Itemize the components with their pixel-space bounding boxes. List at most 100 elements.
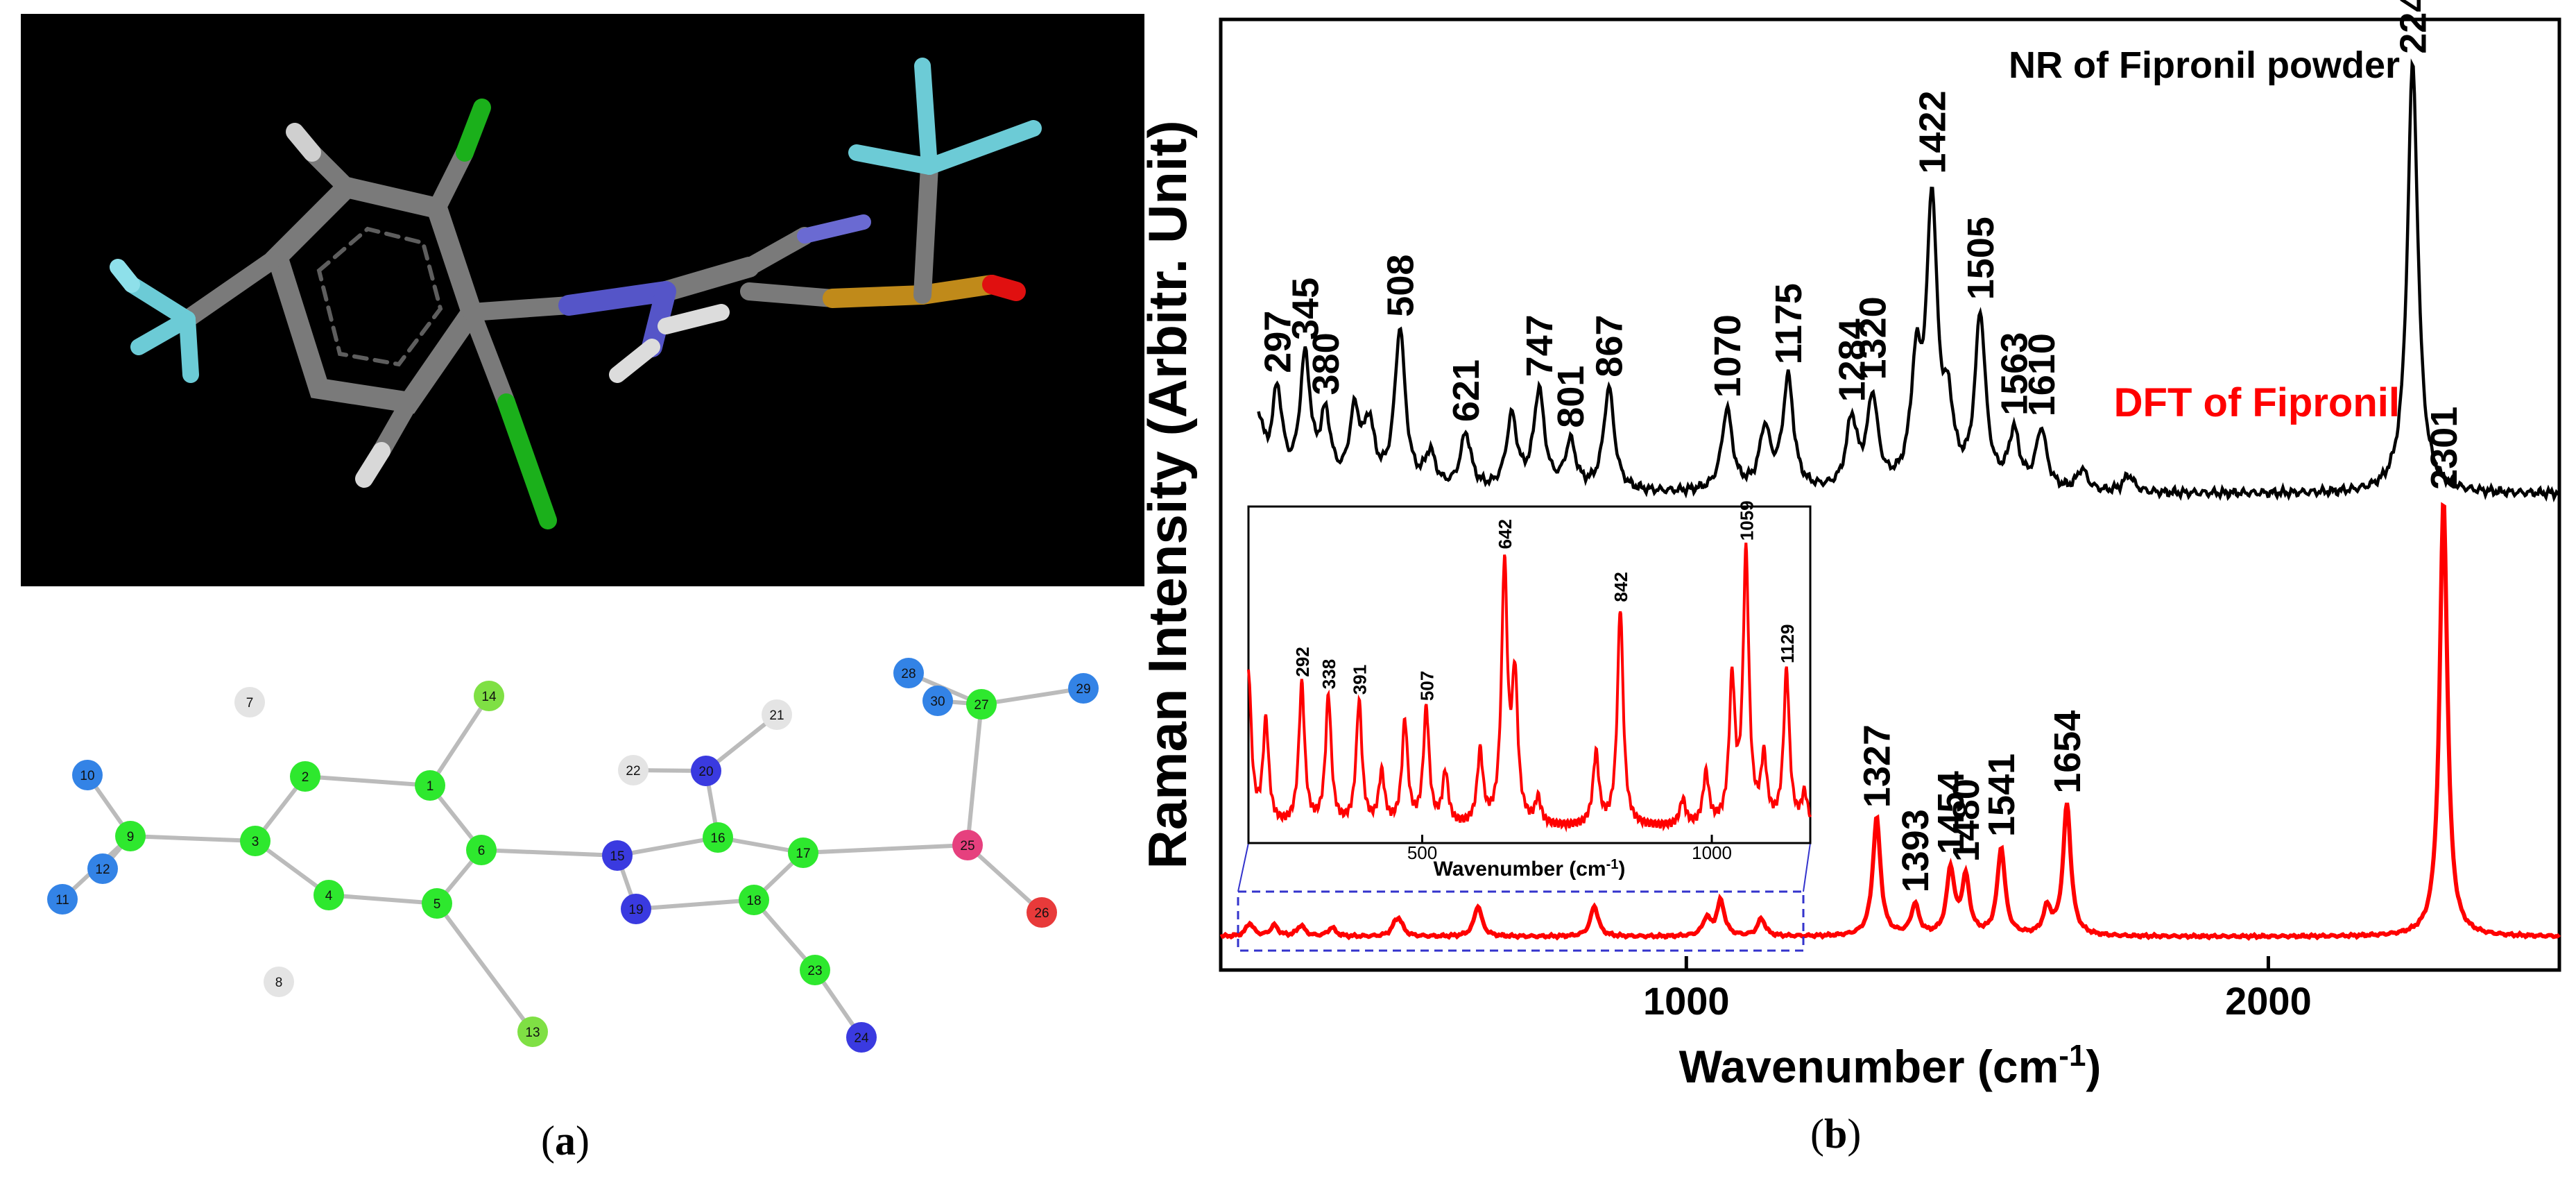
graph-atom-label: 4 <box>325 889 333 903</box>
raman-chart: 1000 2000 Raman Intensity (Arbitr. Unit) … <box>1137 0 2561 1092</box>
graph-atom-label: 15 <box>610 849 624 864</box>
graph-atom: 8 <box>264 967 294 997</box>
molecule-3d-bonds <box>110 58 1042 529</box>
inset-x-ticks: 500 1000 <box>1407 835 1732 863</box>
inset-peak-label: 1059 <box>1736 500 1757 541</box>
graph-atom-label: 30 <box>930 695 945 709</box>
graph-bond <box>435 902 535 1033</box>
graph-atom-label: 28 <box>901 667 916 681</box>
x-tick-label: 1000 <box>1643 979 1730 1023</box>
graph-atom-label: 14 <box>481 690 497 704</box>
graph-atom: 29 <box>1068 673 1099 704</box>
panel-label-b: (b) <box>1810 1111 1862 1157</box>
graph-atom: 13 <box>517 1017 548 1047</box>
peak-label: 1422 <box>1912 90 1953 173</box>
inset-connector-left <box>1237 842 1249 892</box>
inset-peak-label: 642 <box>1495 519 1515 549</box>
graph-atom-label: 29 <box>1076 682 1090 697</box>
peak-label: 1393 <box>1895 809 1937 892</box>
peak-label: 1505 <box>1960 216 2002 300</box>
graph-atom: 9 <box>115 821 146 851</box>
peak-label: 621 <box>1445 359 1487 422</box>
graph-bond <box>635 898 755 911</box>
graph-atom-label: 22 <box>626 764 640 779</box>
peak-label: 1454 <box>1930 771 1972 854</box>
graph-atoms: 1234567891011121314151617181920212223242… <box>47 658 1099 1053</box>
graph-atom-label: 19 <box>628 903 643 917</box>
graph-atom-label: 17 <box>796 847 810 861</box>
graph-atom-label: 27 <box>974 698 988 713</box>
peak-label: 380 <box>1305 332 1347 395</box>
graph-atom-label: 8 <box>275 976 283 990</box>
graph-atom: 25 <box>952 830 983 860</box>
graph-bond <box>130 834 256 843</box>
graph-bond <box>328 893 438 905</box>
peak-label: 1175 <box>1768 283 1810 364</box>
peak-label: 345 <box>1285 278 1327 340</box>
molecule-3d-render <box>21 14 1144 586</box>
inset-peak-label: 507 <box>1416 671 1437 701</box>
graph-atom: 22 <box>618 755 649 785</box>
graph-atom: 1 <box>415 770 445 801</box>
legend-dft: DFT of Fipronil <box>2114 380 2400 425</box>
graph-atom: 30 <box>922 686 953 716</box>
peak-label: 2248 <box>2392 0 2434 54</box>
graph-bond <box>802 843 968 855</box>
graph-atom-label: 6 <box>478 844 486 858</box>
legend-nr: NR of Fipronil powder <box>2009 44 2400 86</box>
graph-atom-label: 24 <box>854 1031 869 1046</box>
graph-atom-label: 1 <box>427 779 434 794</box>
graph-atom-label: 20 <box>698 765 713 779</box>
x-axis-label: Wavenumber (cm-1) <box>1679 1039 2102 1092</box>
graph-bond <box>965 843 1044 915</box>
peak-label: 1610 <box>2021 333 2063 416</box>
graph-atom: 14 <box>474 681 504 711</box>
series-nr-line <box>1257 58 2560 503</box>
inset-peak-labels: 292 338 391 507 642 842 1059 1129 <box>1292 500 1798 701</box>
peak-label: 1070 <box>1707 314 1749 398</box>
peak-label: 1320 <box>1853 296 1894 380</box>
graph-atom: 15 <box>602 840 633 871</box>
peak-label: 297 <box>1257 311 1298 373</box>
graph-atom: 11 <box>47 884 78 915</box>
peak-label: 801 <box>1550 366 1592 428</box>
graph-atom-label: 3 <box>252 835 259 849</box>
inset-series-line <box>1247 543 1812 833</box>
graph-atom-label: 18 <box>746 894 761 908</box>
graph-atom: 26 <box>1027 897 1057 928</box>
inset-peak-label: 391 <box>1350 665 1371 695</box>
graph-atom-label: 7 <box>246 696 254 711</box>
inset-chart: 500 1000 292 338 391 507 642 842 1059 1129 Waven… <box>1247 500 1812 881</box>
inset-x-tick-label: 1000 <box>1692 842 1732 863</box>
inset-peak-label: 842 <box>1611 572 1631 602</box>
peak-label: 1541 <box>1981 754 2023 837</box>
graph-atom-label: 21 <box>769 708 784 723</box>
graph-bond <box>752 899 817 971</box>
inset-frame <box>1247 505 1812 844</box>
peak-label: 1654 <box>2047 711 2088 794</box>
x-tick-label: 2000 <box>2225 979 2312 1023</box>
peak-label: 747 <box>1519 314 1561 377</box>
graph-atom: 21 <box>762 699 792 730</box>
graph-atom: 12 <box>87 853 118 884</box>
graph-atom: 24 <box>846 1022 877 1053</box>
graph-bond <box>481 848 618 858</box>
graph-atom-label: 12 <box>95 862 110 877</box>
x-axis-ticks: 1000 2000 <box>1643 956 2312 1023</box>
graph-atom: 10 <box>72 760 103 790</box>
graph-atom-label: 5 <box>433 897 441 912</box>
graph-atom: 23 <box>800 955 830 985</box>
graph-atom: 28 <box>893 658 924 688</box>
peak-label: 1284 <box>1832 318 1873 402</box>
molecule-2d-graph: 1234567891011121314151617181920212223242… <box>47 658 1099 1053</box>
graph-atom-label: 10 <box>80 769 94 783</box>
graph-atom: 17 <box>788 837 818 868</box>
graph-atom: 6 <box>466 835 497 865</box>
graph-atom: 4 <box>314 880 344 910</box>
graph-bond <box>428 695 491 787</box>
graph-atom: 27 <box>966 689 997 720</box>
peak-label: 867 <box>1589 315 1631 377</box>
graph-atom-label: 26 <box>1034 906 1049 921</box>
